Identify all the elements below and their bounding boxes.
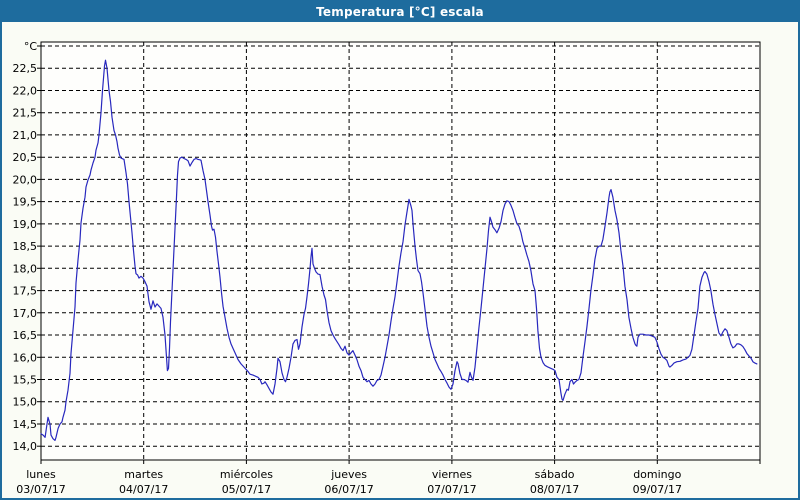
plot-border — [40, 41, 761, 461]
title-bar: Temperatura [°C] escala — [2, 2, 798, 22]
y-tick-label: 14,0 — [13, 440, 38, 453]
y-tick-label: 18,0 — [13, 262, 38, 275]
y-tick-label: 22,5 — [13, 62, 38, 75]
x-axis-labels: lunes 03/07/17 martes 04/07/17 miércoles 05/0… — [16, 468, 682, 496]
temperature-chart: 14,0 14,5 15,0 15,5 16,0 16,5 17,0 17,5 18,0 18,5… — [13, 40, 761, 496]
window-title: Temperatura [°C] escala — [316, 5, 484, 19]
y-tick-label: 14,5 — [13, 418, 38, 431]
y-tick-label: 15,0 — [13, 396, 38, 409]
x-date-label: 08/07/17 — [530, 483, 579, 496]
y-tick-label: 19,0 — [13, 218, 38, 231]
x-date-label: 04/07/17 — [119, 483, 168, 496]
y-tick-label: 22,0 — [13, 85, 38, 98]
x-weekday-label: jueves — [330, 468, 367, 481]
y-tick-label: 16,5 — [13, 329, 38, 342]
temperature-line — [40, 59, 758, 441]
x-date-label: 07/07/17 — [427, 483, 476, 496]
y-tick-label: 17,0 — [13, 307, 38, 320]
y-tick-label: 18,5 — [13, 240, 38, 253]
y-tick-label: 16,0 — [13, 351, 38, 364]
y-tick-label: 19,5 — [13, 196, 38, 209]
x-date-label: 09/07/17 — [633, 483, 682, 496]
x-weekday-label: lunes — [26, 468, 56, 481]
x-weekday-label: domingo — [633, 468, 681, 481]
x-date-label: 06/07/17 — [324, 483, 373, 496]
x-weekday-label: martes — [124, 468, 163, 481]
chart-area: 14,0 14,5 15,0 15,5 16,0 16,5 17,0 17,5 18,0 18,5… — [2, 22, 798, 498]
y-axis-labels: 14,0 14,5 15,0 15,5 16,0 16,5 17,0 17,5 18,0 18,5… — [13, 40, 38, 453]
y-tick-label: 20,0 — [13, 173, 38, 186]
x-date-label: 05/07/17 — [222, 483, 271, 496]
y-tick-label: 15,5 — [13, 374, 38, 387]
gridlines — [37, 42, 761, 464]
y-tick-label: 17,5 — [13, 285, 38, 298]
y-tick-label: 21,0 — [13, 129, 38, 142]
x-weekday-label: miércoles — [220, 468, 273, 481]
x-date-label: 03/07/17 — [16, 483, 65, 496]
x-weekday-label: sábado — [535, 468, 575, 481]
x-weekday-label: viernes — [432, 468, 472, 481]
y-axis-unit-label: °C — [24, 40, 38, 53]
y-tick-label: 20,5 — [13, 151, 38, 164]
plot-background — [41, 42, 760, 460]
y-tick-label: 21,5 — [13, 107, 38, 120]
